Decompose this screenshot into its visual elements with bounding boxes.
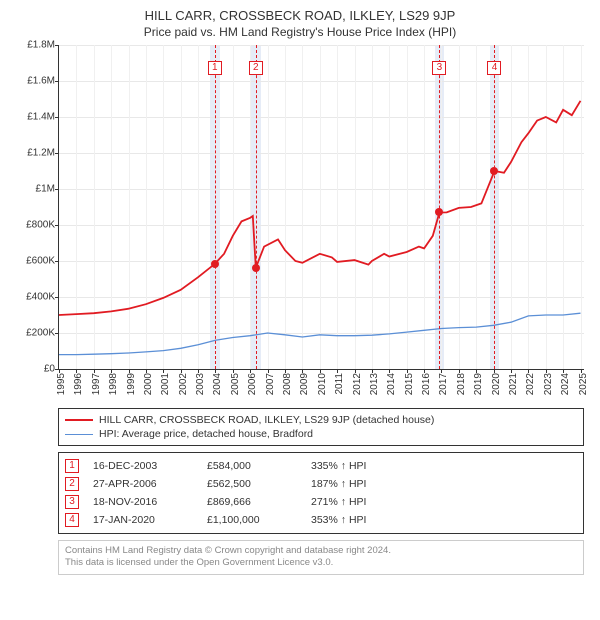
marker-line [256, 45, 257, 369]
y-axis-label: £1M [13, 184, 59, 195]
x-axis-label: 2022 [525, 373, 536, 395]
x-axis-label: 2013 [369, 373, 380, 395]
legend-row: HILL CARR, CROSSBECK ROAD, ILKLEY, LS29 … [65, 413, 577, 427]
tx-number-box: 2 [65, 477, 79, 491]
y-axis-label: £600K [13, 256, 59, 267]
legend-row: HPI: Average price, detached house, Brad… [65, 427, 577, 441]
tx-number-box: 4 [65, 513, 79, 527]
x-axis-label: 2009 [299, 373, 310, 395]
x-axis-label: 2005 [230, 373, 241, 395]
attribution-footer: Contains HM Land Registry data © Crown c… [58, 540, 584, 575]
page-subtitle: Price paid vs. HM Land Registry's House … [10, 25, 590, 39]
marker-number-box: 1 [208, 61, 222, 75]
transaction-point [211, 260, 219, 268]
marker-number-box: 3 [432, 61, 446, 75]
tx-hpi: 271% ↑ HPI [311, 496, 577, 508]
price-chart: £0£200K£400K£600K£800K£1M£1.2M£1.4M£1.6M… [58, 45, 584, 370]
x-axis-label: 2019 [473, 373, 484, 395]
transaction-row: 2 27-APR-2006 £562,500 187% ↑ HPI [65, 475, 577, 493]
chart-legend: HILL CARR, CROSSBECK ROAD, ILKLEY, LS29 … [58, 408, 584, 446]
series-hpi [59, 313, 581, 354]
y-axis-label: £200K [13, 328, 59, 339]
tx-date: 16-DEC-2003 [93, 460, 193, 472]
x-axis-label: 2023 [543, 373, 554, 395]
x-axis-label: 1996 [73, 373, 84, 395]
tx-number-box: 1 [65, 459, 79, 473]
transaction-point [490, 167, 498, 175]
x-axis-label: 2024 [560, 373, 571, 395]
x-axis-label: 2008 [282, 373, 293, 395]
x-axis-label: 2004 [212, 373, 223, 395]
x-axis-label: 2011 [334, 373, 345, 395]
y-axis-label: £0 [13, 364, 59, 375]
transaction-row: 3 18-NOV-2016 £869,666 271% ↑ HPI [65, 493, 577, 511]
x-axis-label: 2003 [195, 373, 206, 395]
x-axis-label: 2014 [386, 373, 397, 395]
x-axis-label: 2006 [247, 373, 258, 395]
y-axis-label: £400K [13, 292, 59, 303]
x-axis-label: 2018 [456, 373, 467, 395]
y-axis-label: £1.4M [13, 112, 59, 123]
x-axis-label: 2020 [491, 373, 502, 395]
legend-swatch [65, 419, 93, 421]
y-axis-label: £1.8M [13, 40, 59, 51]
x-axis-label: 1997 [91, 373, 102, 395]
marker-number-box: 2 [249, 61, 263, 75]
transaction-point [435, 208, 443, 216]
transaction-point [252, 264, 260, 272]
x-axis-label: 1999 [126, 373, 137, 395]
tx-price: £562,500 [207, 478, 297, 490]
transactions-table: 1 16-DEC-2003 £584,000 335% ↑ HPI 2 27-APR-20… [58, 452, 584, 534]
legend-label: HPI: Average price, detached house, Brad… [99, 428, 313, 440]
tx-price: £584,000 [207, 460, 297, 472]
x-axis-label: 2016 [421, 373, 432, 395]
y-axis-label: £800K [13, 220, 59, 231]
x-axis-label: 2001 [160, 373, 171, 395]
tx-hpi: 353% ↑ HPI [311, 514, 577, 526]
marker-line [215, 45, 216, 369]
x-axis-label: 1995 [56, 373, 67, 395]
x-axis-label: 2002 [178, 373, 189, 395]
legend-swatch [65, 434, 93, 435]
x-axis-label: 1998 [108, 373, 119, 395]
x-axis-label: 2021 [508, 373, 519, 395]
y-axis-label: £1.6M [13, 76, 59, 87]
tx-date: 27-APR-2006 [93, 478, 193, 490]
legend-label: HILL CARR, CROSSBECK ROAD, ILKLEY, LS29 … [99, 414, 434, 426]
marker-line [439, 45, 440, 369]
x-axis-label: 2012 [352, 373, 363, 395]
y-axis-label: £1.2M [13, 148, 59, 159]
tx-hpi: 187% ↑ HPI [311, 478, 577, 490]
x-axis-label: 2007 [265, 373, 276, 395]
tx-price: £869,666 [207, 496, 297, 508]
transaction-row: 1 16-DEC-2003 £584,000 335% ↑ HPI [65, 457, 577, 475]
series-property [59, 101, 581, 315]
tx-date: 18-NOV-2016 [93, 496, 193, 508]
tx-hpi: 335% ↑ HPI [311, 460, 577, 472]
x-axis-label: 2017 [438, 373, 449, 395]
marker-line [494, 45, 495, 369]
footer-line: Contains HM Land Registry data © Crown c… [65, 545, 577, 557]
page-title: HILL CARR, CROSSBECK ROAD, ILKLEY, LS29 … [10, 8, 590, 23]
x-axis-label: 2010 [317, 373, 328, 395]
footer-line: This data is licensed under the Open Gov… [65, 557, 577, 569]
transaction-row: 4 17-JAN-2020 £1,100,000 353% ↑ HPI [65, 511, 577, 529]
tx-date: 17-JAN-2020 [93, 514, 193, 526]
x-axis-label: 2025 [578, 373, 589, 395]
tx-number-box: 3 [65, 495, 79, 509]
x-axis-label: 2015 [404, 373, 415, 395]
marker-number-box: 4 [487, 61, 501, 75]
x-axis-label: 2000 [143, 373, 154, 395]
tx-price: £1,100,000 [207, 514, 297, 526]
